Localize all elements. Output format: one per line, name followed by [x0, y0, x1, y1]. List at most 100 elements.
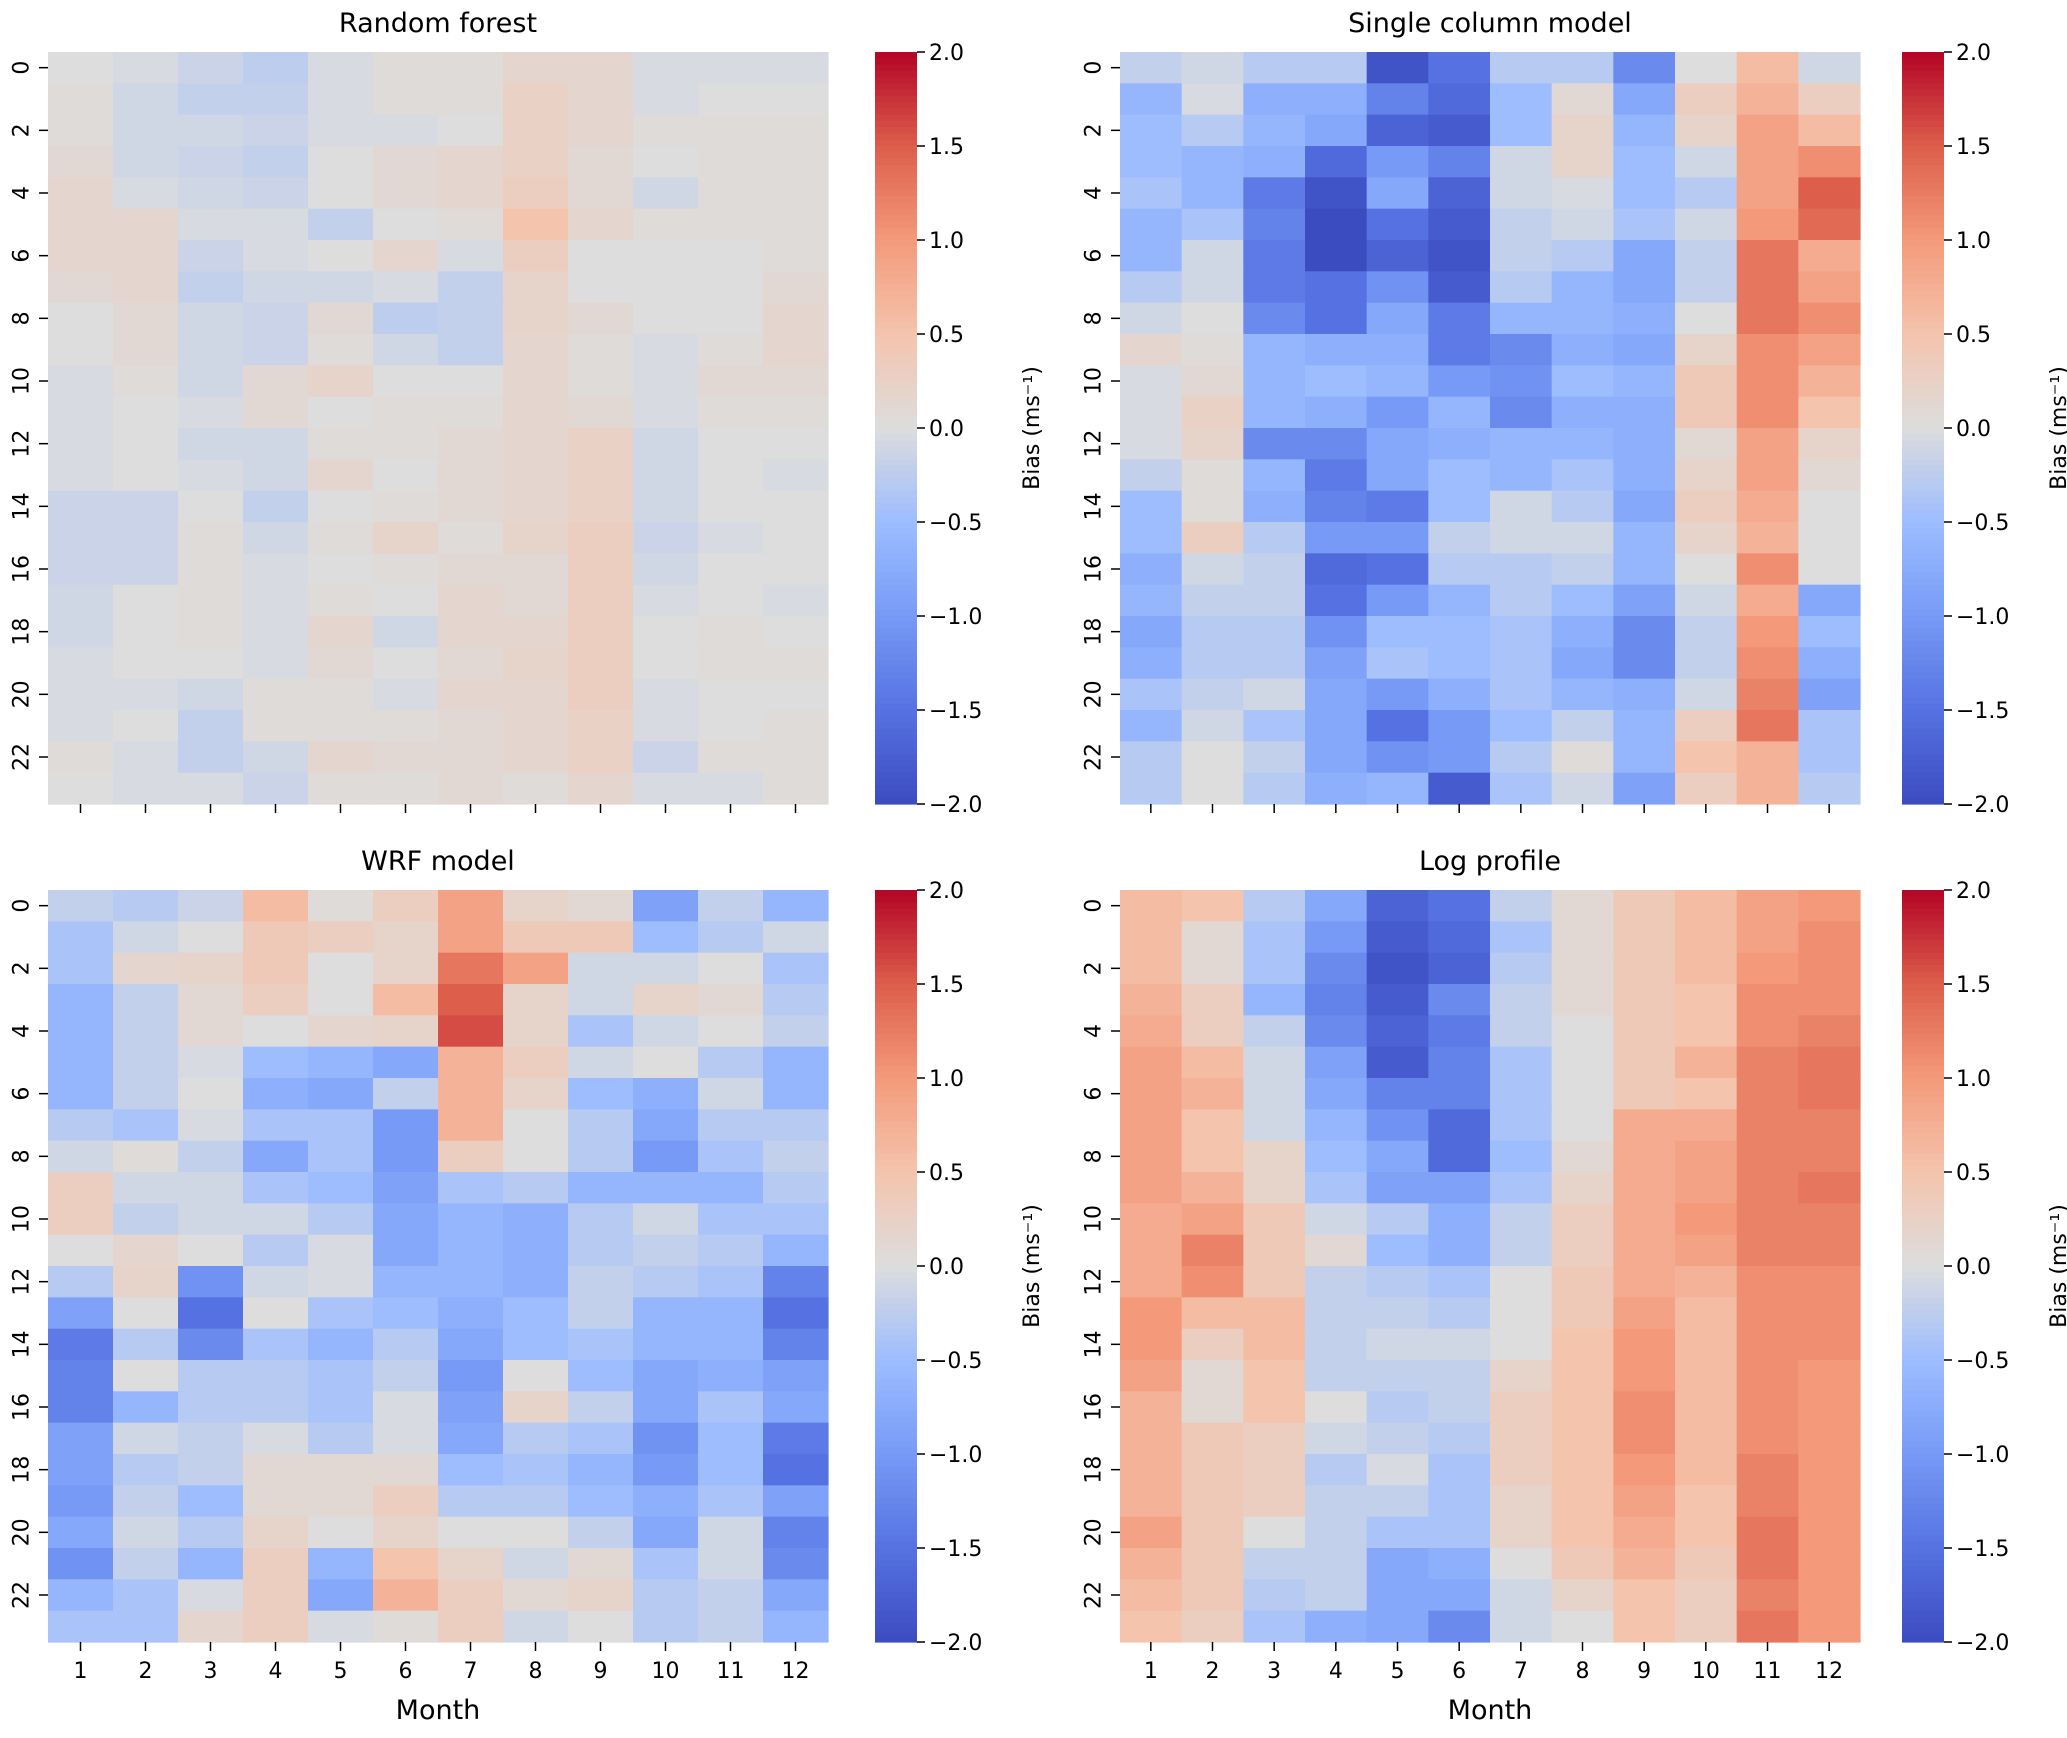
colorbar-segment [1902, 1259, 1944, 1267]
heatmap-cell [308, 1485, 374, 1518]
heatmap-cell [503, 240, 569, 272]
heatmap-cell [1120, 334, 1183, 366]
heatmap-cell [1675, 177, 1738, 210]
heatmap-cell [1305, 396, 1368, 429]
heatmap-cell [1243, 365, 1306, 398]
heatmap-cell [1798, 240, 1861, 272]
heatmap-cell [1675, 83, 1738, 116]
heatmap-cell [48, 710, 114, 742]
heatmap-cell [438, 647, 504, 680]
heatmap-cell [1181, 1140, 1244, 1173]
heatmap-cell [308, 553, 374, 586]
heatmap-cell [503, 1140, 569, 1173]
heatmap-cell [1675, 365, 1738, 398]
heatmap-cell [1181, 1454, 1244, 1486]
y-tick-label: 6 [1082, 1087, 1107, 1101]
colorbar-segment [1902, 315, 1944, 323]
colorbar-segment [1902, 697, 1944, 705]
heatmap-cell [113, 83, 179, 116]
colorbar-segment [875, 1485, 917, 1493]
heatmap-cell [1366, 1360, 1429, 1392]
heatmap-cell [1736, 952, 1799, 985]
heatmap-cell [1490, 1015, 1553, 1048]
colorbar-segment [1902, 459, 1944, 467]
colorbar-segment [875, 908, 917, 916]
heatmap-cell [243, 490, 309, 523]
heatmap-cell [633, 334, 699, 366]
heatmap-cell [1736, 271, 1799, 304]
heatmap-cell [308, 396, 374, 429]
heatmap-cell [243, 1485, 309, 1518]
heatmap-cell [438, 459, 504, 492]
heatmap-cell [1613, 1109, 1676, 1142]
heatmap-cell [1181, 365, 1244, 398]
heatmap-cell [633, 208, 699, 241]
heatmap-cell [1551, 1046, 1614, 1079]
colorbar-segment [875, 453, 917, 460]
heatmap-cell [1120, 1360, 1183, 1392]
heatmap-cell [243, 83, 309, 116]
colorbar-segment [1902, 666, 1944, 673]
heatmap-cell [1366, 177, 1429, 210]
heatmap-cell [503, 1297, 569, 1330]
heatmap-cell [1243, 890, 1306, 922]
heatmap-cell [1798, 1109, 1861, 1142]
colorbar-segment [875, 716, 917, 724]
colorbar-segment [875, 321, 917, 329]
heatmap-cell [1798, 1360, 1861, 1392]
y-tick-label: 18 [1082, 618, 1107, 646]
heatmap-cell [698, 772, 764, 805]
y-tick-label: 0 [10, 61, 35, 75]
heatmap-cell [1798, 1140, 1861, 1173]
heatmap-cell [1305, 1203, 1368, 1236]
heatmap-cell [113, 208, 179, 241]
heatmap-cell [1551, 710, 1614, 742]
heatmap-cell [698, 1266, 764, 1298]
heatmap-cell [1120, 772, 1183, 805]
heatmap-cell [308, 1328, 374, 1361]
heatmap-cell [503, 1391, 569, 1424]
heatmap-cell [1366, 1140, 1429, 1173]
colorbar-segment [875, 89, 917, 97]
colorbar-segment [875, 1128, 917, 1135]
heatmap-panel-2: Single column model02468101214161820222.… [1082, 8, 2067, 818]
heatmap-cell [1120, 1516, 1183, 1549]
colorbar-segment [875, 1309, 917, 1317]
heatmap-cell [503, 984, 569, 1016]
heatmap-cell [1366, 271, 1429, 304]
colorbar-segment [1902, 496, 1944, 504]
heatmap-cell [308, 334, 374, 366]
heatmap-cell [243, 921, 309, 954]
heatmap-cell [48, 616, 114, 648]
colorbar-segment [875, 484, 917, 492]
colorbar-segment [1902, 302, 1944, 310]
heatmap-cell [1428, 1234, 1491, 1267]
heatmap-cell [1551, 459, 1614, 492]
heatmap-cell [1798, 1297, 1861, 1330]
heatmap-cell [698, 1328, 764, 1361]
heatmap-cell [178, 459, 244, 492]
colorbar-segment [1902, 1159, 1944, 1167]
colorbar-segment [875, 678, 917, 686]
heatmap-cell [1675, 396, 1738, 429]
heatmap-cell [1366, 1579, 1429, 1612]
heatmap-cell [1428, 1422, 1491, 1455]
heatmap-cell [1428, 1015, 1491, 1048]
colorbar-segment [1902, 691, 1944, 699]
colorbar-segment [875, 940, 917, 947]
y-tick-label: 2 [1082, 961, 1107, 975]
colorbar-segment [1902, 933, 1944, 941]
heatmap-cell [1181, 1297, 1244, 1330]
heatmap-cell [113, 678, 179, 711]
heatmap-cell [1798, 1172, 1861, 1204]
x-tick-label: 2 [1206, 1659, 1220, 1684]
heatmap-cell [698, 240, 764, 272]
x-tick-label: 6 [399, 1659, 413, 1684]
heatmap-cell [503, 1579, 569, 1612]
heatmap-cell [113, 1422, 179, 1455]
colorbar-segment [1902, 1635, 1944, 1643]
colorbar-segment [1902, 1491, 1944, 1499]
heatmap-cell [503, 1203, 569, 1236]
heatmap-cell [1798, 890, 1861, 922]
heatmap-cell [1120, 522, 1183, 554]
